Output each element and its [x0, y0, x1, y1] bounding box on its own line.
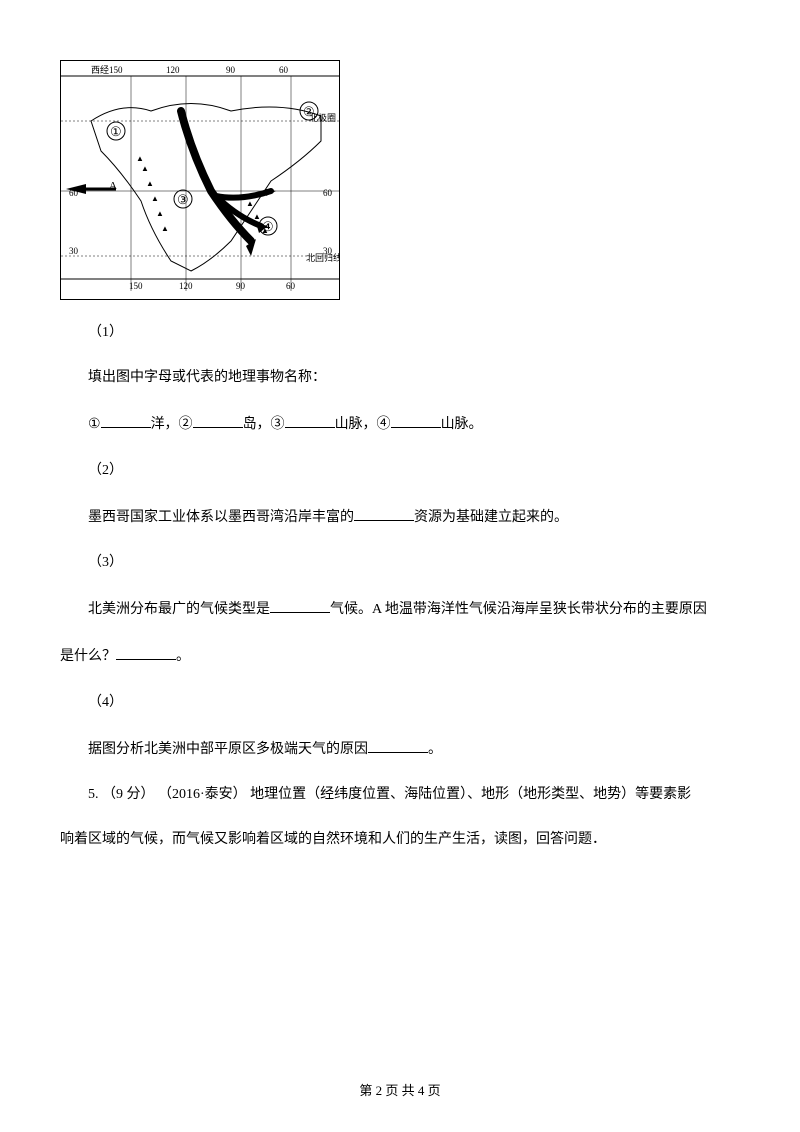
blank-6[interactable] — [270, 595, 330, 613]
map-content: 西经150 120 90 60 — [61, 61, 339, 299]
svg-text:④: ④ — [262, 219, 274, 234]
svg-text:▲: ▲ — [151, 194, 159, 203]
map-svg: 西经150 120 90 60 — [61, 61, 339, 299]
svg-text:③: ③ — [177, 192, 189, 207]
q3-t3: 是什么？ — [60, 649, 116, 664]
blank-7[interactable] — [116, 642, 176, 660]
blank-4[interactable] — [391, 410, 441, 428]
svg-text:▲: ▲ — [156, 209, 164, 218]
q3-t1: 北美洲分布最广的气候类型是 — [88, 602, 270, 617]
blank-1[interactable] — [101, 410, 151, 428]
svg-text:▲: ▲ — [246, 199, 254, 208]
q3-line2: 是什么？ 。 — [60, 642, 740, 669]
svg-text:30: 30 — [323, 246, 333, 256]
q4-t1: 据图分析北美洲中部平原区多极端天气的原因 — [88, 742, 368, 757]
blank-2[interactable] — [193, 410, 243, 428]
svg-text:120: 120 — [166, 65, 180, 75]
map-image: 西经150 120 90 60 — [60, 60, 340, 300]
svg-text:①: ① — [110, 124, 122, 139]
q2-t2: 资源为基础建立起来的。 — [414, 510, 568, 525]
q4-t2: 。 — [428, 742, 442, 757]
blank-8[interactable] — [368, 735, 428, 753]
q3-num: （3） — [60, 550, 740, 575]
q3-t2: 气候。A 地温带海洋性气候沿海岸呈狭长带状分布的主要原因 — [330, 602, 707, 617]
q1-p4: 山脉，④ — [335, 417, 391, 432]
svg-text:60: 60 — [69, 188, 79, 198]
q4-text: 据图分析北美洲中部平原区多极端天气的原因 。 — [60, 735, 740, 762]
svg-text:▲: ▲ — [146, 179, 154, 188]
q1-p2: 洋，② — [151, 417, 193, 432]
page-footer: 第 2 页 共 4 页 — [0, 1079, 800, 1102]
q3-line1: 北美洲分布最广的气候类型是 气候。A 地温带海洋性气候沿海岸呈狭长带状分布的主要原… — [60, 595, 740, 622]
blank-3[interactable] — [285, 410, 335, 428]
svg-text:90: 90 — [236, 281, 246, 291]
svg-text:A: A — [109, 180, 117, 192]
q5-line1: 5. （9 分） （2016·泰安） 地理位置（经纬度位置、海陆位置）、地形（地… — [60, 782, 740, 807]
q1-p5: 山脉。 — [441, 417, 483, 432]
svg-text:60: 60 — [279, 65, 289, 75]
svg-text:60: 60 — [286, 281, 296, 291]
q1-text1: 填出图中字母或代表的地理事物名称： — [60, 365, 740, 390]
q1-blanks: ① 洋，② 岛，③ 山脉，④ 山脉。 — [60, 410, 740, 437]
svg-text:150: 150 — [129, 281, 143, 291]
svg-text:60: 60 — [323, 188, 333, 198]
q4-num: （4） — [60, 690, 740, 715]
q5-line2: 响着区域的气候，而气候又影响着区域的自然环境和人们的生产生活，读图，回答问题． — [60, 827, 740, 852]
q1-p3: 岛，③ — [243, 417, 285, 432]
svg-text:北极圈: 北极圈 — [309, 112, 336, 123]
svg-text:▲: ▲ — [136, 154, 144, 163]
q3-t4: 。 — [176, 649, 190, 664]
q2-t1: 墨西哥国家工业体系以墨西哥湾沿岸丰富的 — [88, 510, 354, 525]
q2-text: 墨西哥国家工业体系以墨西哥湾沿岸丰富的 资源为基础建立起来的。 — [60, 503, 740, 530]
svg-text:▲: ▲ — [141, 164, 149, 173]
q1-p1: ① — [88, 417, 101, 432]
q2-num: （2） — [60, 458, 740, 483]
svg-text:120: 120 — [179, 281, 193, 291]
svg-text:▲: ▲ — [253, 212, 261, 221]
svg-text:▲: ▲ — [161, 224, 169, 233]
svg-text:30: 30 — [69, 246, 79, 256]
q1-num: （1） — [60, 320, 740, 345]
map-top-prefix: 西经150 — [91, 64, 123, 75]
blank-5[interactable] — [354, 503, 414, 521]
svg-text:90: 90 — [226, 65, 236, 75]
